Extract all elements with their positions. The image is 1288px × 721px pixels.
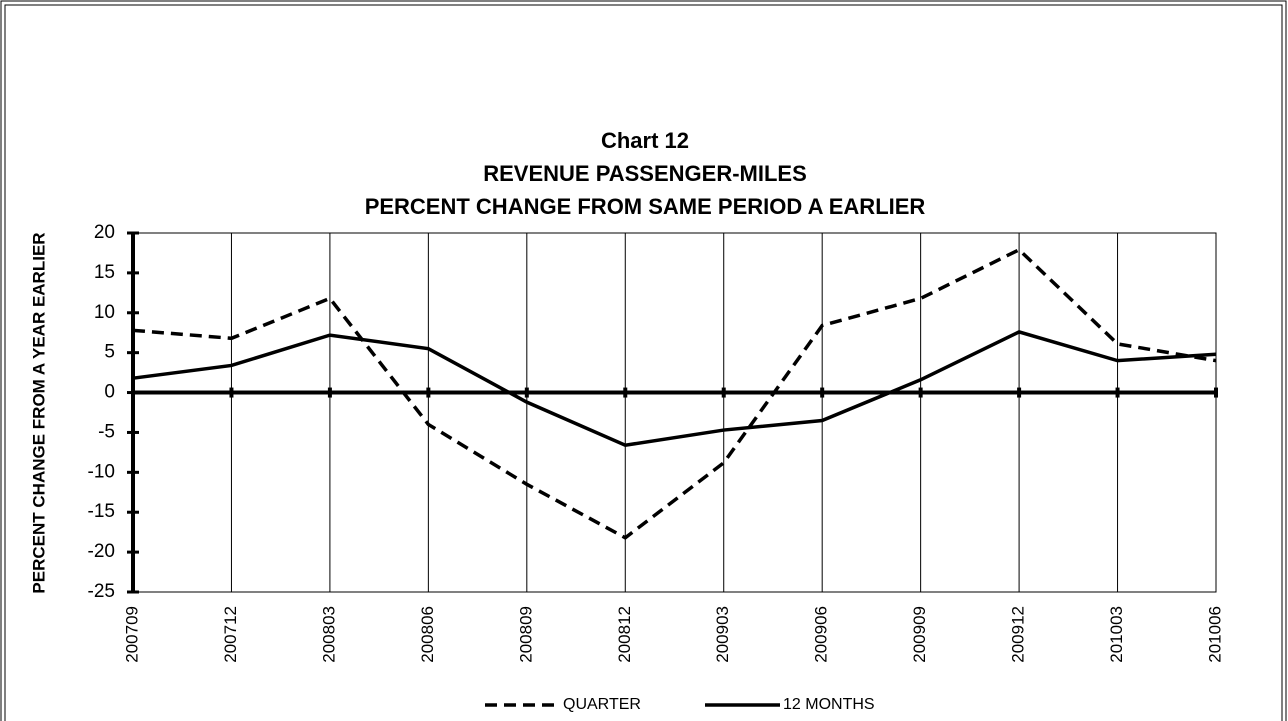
x-tick-label: 200906 xyxy=(812,606,831,663)
series-line xyxy=(132,247,1217,540)
y-axis-label: PERCENT CHANGE FROM A YEAR EARLIER xyxy=(29,232,48,593)
chart-title: Chart 12 xyxy=(601,128,689,153)
x-tick-label: 200812 xyxy=(615,606,634,663)
x-tick-label: 200909 xyxy=(910,606,929,663)
series-line xyxy=(132,330,1217,448)
x-tick-label: 200809 xyxy=(516,606,535,663)
x-tick-label: 200709 xyxy=(122,606,141,663)
legend-label: QUARTER xyxy=(563,696,641,713)
y-tick-label: 5 xyxy=(104,342,115,363)
frame-inner xyxy=(4,4,1283,721)
chart-subtitle: REVENUE PASSENGER-MILES xyxy=(483,161,807,186)
x-tick-label: 200803 xyxy=(319,606,338,663)
legend-label: 12 MONTHS xyxy=(783,696,875,713)
y-tick-label: 20 xyxy=(94,222,115,243)
x-tick-label: 200912 xyxy=(1009,606,1028,663)
y-tick-label: -25 xyxy=(88,581,115,602)
plot-area xyxy=(132,232,1217,593)
x-tick-label: 201003 xyxy=(1107,606,1126,663)
x-tick-label: 200903 xyxy=(713,606,732,663)
y-tick-label: -15 xyxy=(88,501,115,522)
x-tick-label: 200806 xyxy=(418,606,437,663)
y-tick-label: -20 xyxy=(88,541,115,562)
y-tick-label: 0 xyxy=(104,382,115,403)
y-tick-label: -5 xyxy=(98,421,115,442)
chart-subtitle: PERCENT CHANGE FROM SAME PERIOD A EARLIE… xyxy=(365,194,926,219)
x-tick-label: 201006 xyxy=(1205,606,1224,663)
x-tick-label: 200712 xyxy=(221,606,240,663)
y-tick-label: 10 xyxy=(94,302,115,323)
y-tick-label: 15 xyxy=(94,262,115,283)
y-tick-label: -10 xyxy=(88,461,115,482)
